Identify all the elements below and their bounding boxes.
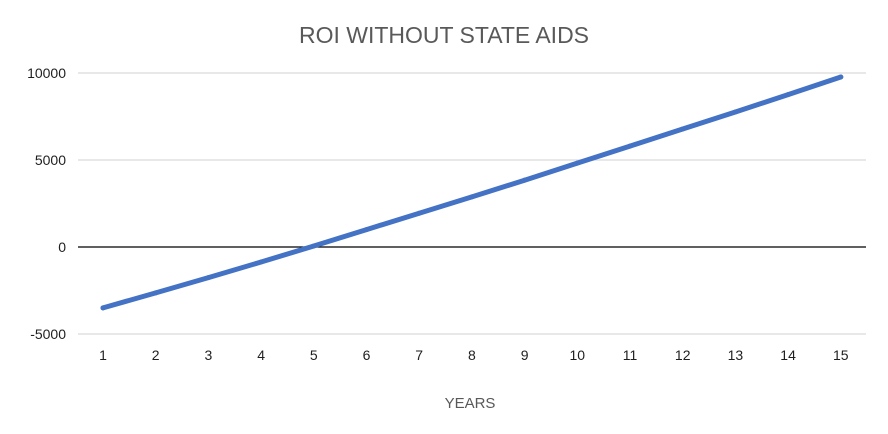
x-tick-label: 7 <box>415 347 423 363</box>
data-point-year-5 <box>311 243 317 249</box>
x-tick-label: 9 <box>521 347 529 363</box>
data-point-year-14 <box>785 92 791 98</box>
data-point-year-9 <box>522 177 528 183</box>
x-axis-tick-labels: 1 2 3 4 5 6 7 8 9 10 11 12 13 14 15 <box>99 347 849 363</box>
x-tick-label: 11 <box>623 347 638 363</box>
x-tick-label: 1 <box>99 347 107 363</box>
data-point-year-11 <box>627 143 633 149</box>
data-point-year-3 <box>205 275 211 281</box>
data-point-year-10 <box>574 160 580 166</box>
data-point-year-7 <box>416 210 422 216</box>
x-tick-label: 6 <box>363 347 371 363</box>
series-layer <box>100 74 844 311</box>
data-point-year-6 <box>364 227 369 233</box>
y-tick-label: 0 <box>58 239 66 255</box>
data-point-year-8 <box>469 194 475 200</box>
x-axis-label: YEARS <box>445 395 496 412</box>
gridlines <box>78 72 866 335</box>
data-point-year-13 <box>732 109 738 115</box>
x-tick-label: 10 <box>570 347 586 363</box>
data-point-year-12 <box>680 126 686 132</box>
data-point-year-4 <box>258 259 264 265</box>
y-tick-label: 10000 <box>27 65 66 81</box>
x-tick-label: 5 <box>310 347 318 363</box>
y-tick-label: 5000 <box>35 152 66 168</box>
data-point-year-2 <box>153 290 159 296</box>
x-tick-label: 15 <box>833 347 849 363</box>
x-tick-label: 14 <box>780 347 796 363</box>
y-tick-label: -5000 <box>30 326 66 342</box>
x-tick-label: 12 <box>675 347 691 363</box>
x-tick-label: 4 <box>257 347 265 363</box>
x-tick-label: 13 <box>728 347 744 363</box>
y-axis-tick-labels: 10000 5000 0 -5000 <box>27 65 66 342</box>
x-tick-label: 2 <box>152 347 160 363</box>
chart-title: ROI WITHOUT STATE AIDS <box>299 22 589 48</box>
data-point-year-1 <box>100 305 106 311</box>
x-tick-label: 8 <box>468 347 476 363</box>
data-point-year-15 <box>838 74 844 80</box>
x-tick-label: 3 <box>205 347 213 363</box>
